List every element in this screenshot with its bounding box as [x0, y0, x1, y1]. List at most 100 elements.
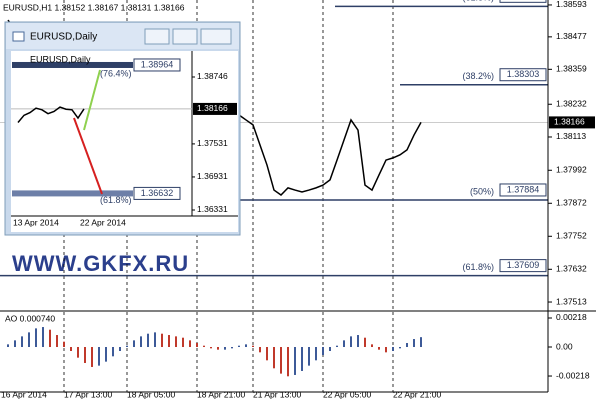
ao-bar [28, 332, 30, 348]
window-button[interactable] [144, 28, 170, 45]
ao-bar [119, 347, 121, 352]
ao-bar [175, 336, 177, 348]
fib-price: 1.38964 [141, 59, 174, 69]
y-tick-label: 0.00218 [556, 312, 587, 322]
x-tick-label: 21 Apr 13:00 [253, 389, 301, 399]
ao-bar [168, 335, 170, 348]
ao-bar [329, 347, 331, 352]
x-tick-label: 22 Apr 05:00 [323, 389, 371, 399]
ao-bar [301, 347, 303, 371]
fib-price-box [499, 259, 547, 273]
fib-price-box [499, 0, 547, 3]
ao-bar [231, 347, 233, 349]
ao-bar [217, 347, 219, 350]
window-titlebar [6, 23, 239, 49]
projection-up [83, 69, 101, 131]
ao-bar [147, 333, 149, 348]
ao-bar [70, 347, 72, 352]
y-tick-label: 1.37872 [556, 198, 587, 208]
ao-bar [21, 336, 23, 348]
x-tick-label: 17 Apr 13:00 [64, 389, 112, 399]
y-tick-label: -0.00218 [556, 370, 590, 380]
ao-bar [35, 328, 37, 348]
y-tick-label: 1.38593 [556, 0, 587, 9]
fib-percent: (50%) [470, 186, 494, 196]
ao-bar [357, 335, 359, 348]
ao-bar [84, 347, 86, 363]
x-tick-label: 18 Apr 05:00 [127, 389, 175, 399]
y-tick-label: 0.00 [556, 341, 573, 351]
fib-price-box [133, 186, 181, 200]
y-tick-label: 1.38113 [556, 131, 586, 141]
ao-bar [77, 347, 79, 358]
ao-bar [336, 345, 338, 348]
price-line [17, 106, 85, 123]
ao-bar [364, 337, 366, 348]
x-tick-label: 22 Apr 21:00 [393, 389, 441, 399]
x-tick-label: 16 Apr 2014 [1, 389, 47, 399]
ao-bar [112, 347, 114, 357]
ao-bar [371, 344, 373, 348]
fib-percent: (61.8%) [462, 0, 494, 3]
ao-bar [182, 337, 184, 348]
ao-bar [126, 345, 128, 348]
ao-bar [105, 347, 107, 362]
ao-bar [378, 347, 380, 350]
fib-percent: (61.8%) [462, 262, 494, 272]
ao-bar [140, 336, 142, 348]
fib-price: 1.36632 [141, 188, 174, 198]
y-tick-label: 1.37752 [556, 231, 587, 241]
ao-bar [189, 340, 191, 348]
ao-bar [294, 347, 296, 375]
ao-bar [42, 327, 44, 348]
ao-bar [315, 347, 317, 361]
x-tick-label: 18 Apr 21:00 [197, 389, 245, 399]
ao-bar [259, 347, 261, 353]
current-price-box [549, 116, 595, 129]
ao-label: AO 0.000740 [5, 313, 55, 323]
fib-price-box [133, 58, 181, 72]
inset-title: EURUSD,Daily [30, 54, 91, 64]
ao-bar [392, 347, 394, 352]
window-button[interactable] [172, 28, 198, 45]
ao-bar [273, 347, 275, 369]
ao-bar [210, 347, 212, 349]
fib-percent: (38.2%) [462, 71, 494, 81]
ao-bar [420, 337, 422, 348]
y-tick-label: 1.37992 [556, 165, 587, 175]
y-tick-label: 1.38359 [556, 64, 587, 74]
ao-bar [252, 345, 254, 348]
ao-bar [287, 347, 289, 377]
ao-bar [322, 347, 324, 355]
current-price: 1.38166 [554, 117, 585, 127]
y-tick-label: 1.37513 [556, 296, 587, 306]
projection-down [73, 117, 103, 195]
window-close[interactable] [200, 28, 232, 45]
y-tick-label: 1.36931 [197, 171, 228, 181]
ao-bar [154, 332, 156, 348]
x-tick-label: 22 Apr 2014 [80, 217, 126, 227]
fib-level [12, 190, 133, 197]
ao-bar [14, 340, 16, 348]
ao-bar [350, 336, 352, 348]
ao-bar [385, 347, 387, 353]
ao-bar [196, 343, 198, 348]
ao-bar [91, 347, 93, 367]
fib-price: 1.37609 [507, 260, 540, 270]
ao-bar [406, 343, 408, 348]
ao-bar [413, 339, 415, 348]
ao-bar [308, 347, 310, 366]
fib-percent: (61.8%) [100, 195, 132, 205]
ao-bar [98, 347, 100, 366]
ao-bar [49, 329, 51, 348]
ao-bar [280, 347, 282, 374]
window-title: EURUSD,Daily [30, 32, 97, 43]
y-tick-label: 1.38232 [556, 99, 587, 109]
plot-area [11, 51, 238, 232]
fib-price-box [499, 183, 547, 197]
y-tick-label: 1.37632 [556, 264, 587, 274]
fib-percent: (76.4%) [100, 68, 132, 78]
ao-bar [224, 347, 226, 350]
